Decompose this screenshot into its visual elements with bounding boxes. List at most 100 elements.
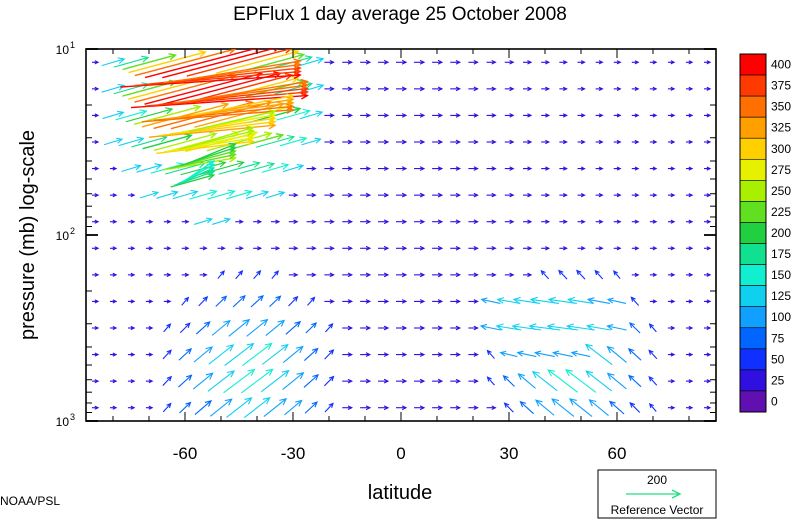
flux-vector [414,272,426,278]
flux-vector [91,379,100,384]
flux-vector [360,352,372,357]
flux-vector [414,166,426,171]
flux-vector [450,352,462,357]
flux-vector [342,352,354,357]
flux-vector [414,299,426,304]
flux-vector [450,272,462,278]
flux-vector [145,246,154,251]
flux-vector [127,405,136,410]
flux-vector [194,400,212,416]
flux-vector [468,113,479,118]
flux-vector [606,372,627,390]
flux-vector [246,318,269,337]
flux-vector [541,139,551,145]
flux-vector [468,139,479,145]
flux-vector [91,272,100,277]
flux-vector [559,166,568,171]
flux-vector [486,219,497,224]
source-label: NOAA/PSL [0,494,60,508]
flux-vector [468,405,479,411]
flux-vector [378,325,390,331]
flux-vector [541,192,551,198]
flux-vector [613,219,622,224]
flux-vector [91,113,100,118]
flux-vector [261,343,289,365]
y-tick-label: 10 1 [56,40,75,57]
flux-vector [468,299,479,304]
x-axis-label: latitude [368,482,433,504]
flux-vector [595,166,604,171]
flux-vector [325,323,334,333]
flux-vector [199,246,208,251]
flux-vector [631,193,640,198]
reference-vector-box: 200 Reference Vector [597,469,717,519]
flux-vector [141,106,295,123]
flux-vector [250,294,264,308]
flux-vector [685,219,694,224]
flux-vector [127,299,136,304]
flux-vector [595,193,604,198]
flux-vector [284,399,303,416]
colorbar-label: 175 [771,247,791,261]
flux-vector [181,246,190,251]
flux-vector [541,60,551,65]
flux-vector [531,370,558,392]
flux-vector [468,59,479,65]
flux-vector [522,166,533,171]
flux-vector [606,345,627,363]
flux-vector [342,59,354,65]
flux-vector [378,272,390,278]
flux-vector [685,405,694,410]
flux-vector [568,398,593,417]
flux-vector [184,160,216,182]
flux-vector [631,246,640,251]
flux-vector [378,352,390,357]
flux-vector [703,113,712,118]
flux-vector [468,245,479,251]
flux-vector [145,325,154,331]
flux-vector [667,139,676,145]
flux-vector [547,369,579,393]
flux-vector [162,402,172,413]
flux-vector [288,272,299,278]
flux-vector [121,164,142,172]
flux-vector [703,272,712,277]
flux-vector [586,297,611,304]
flux-vector [239,162,276,174]
flux-vector [649,86,658,91]
x-tick-label: 30 [500,444,519,463]
flux-vector [378,59,390,65]
flux-vector [324,402,334,413]
flux-vector [226,189,253,200]
flux-vector [396,245,408,251]
y-tick-base: 10 [56,415,70,429]
colorbar-swatch [739,180,767,202]
colorbar-swatch [739,306,767,329]
flux-vector [223,368,256,394]
flux-vector [613,193,622,198]
flux-vector [432,378,444,384]
y-tick-exponent: 2 [70,226,75,236]
flux-vector [306,219,317,224]
flux-vector [414,86,426,92]
flux-vector [450,59,462,65]
flux-vector [206,131,273,152]
colorbar-label: 0 [771,394,778,408]
flux-vector [360,139,372,145]
flux-vector [649,193,658,198]
flux-vector [282,164,305,173]
flux-vector [414,139,426,145]
colorbar-swatch [739,53,767,76]
flux-vector [324,299,335,304]
flux-vector [231,133,285,150]
flux-vector [235,219,244,224]
colorbar-swatch [739,137,767,160]
flux-vector [577,113,586,118]
flux-vector [298,57,325,67]
flux-vector [91,405,100,410]
flux-vector [414,405,426,411]
flux-vector [627,348,642,361]
flux-vector [396,166,408,171]
flux-vector [360,166,372,171]
flux-vector [585,370,613,392]
